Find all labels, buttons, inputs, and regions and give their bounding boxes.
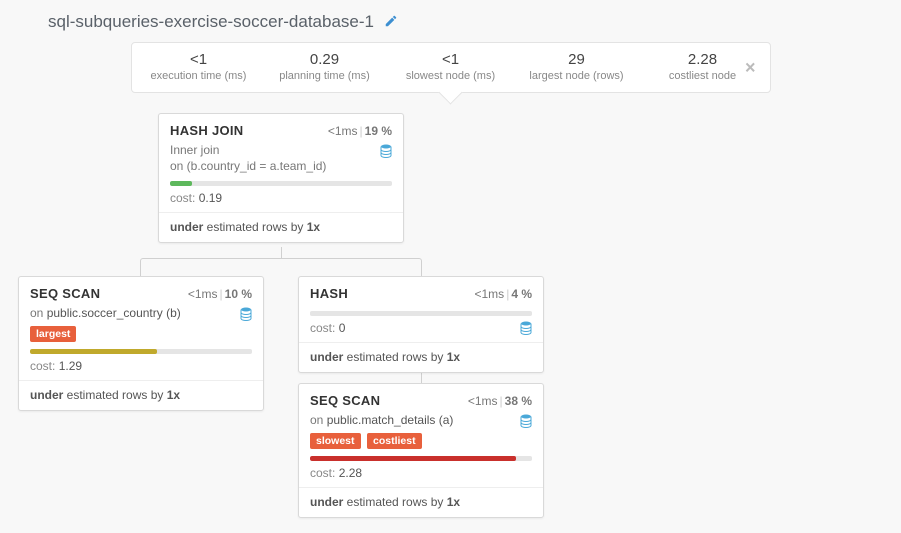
node-meta: <1ms|19 % (328, 124, 392, 138)
stats-bar: <1 execution time (ms) 0.29 planning tim… (131, 42, 771, 93)
node-meta: <1ms|10 % (188, 287, 252, 301)
node-hash-join[interactable]: HASH JOIN <1ms|19 % Inner join on (b.cou… (158, 113, 404, 243)
badge-slowest: slowest (310, 433, 361, 449)
node-meta: <1ms|38 % (468, 394, 532, 408)
node-time: <1ms (328, 124, 358, 138)
stat-value: <1 (136, 51, 262, 68)
stat-label: slowest node (ms) (388, 70, 514, 82)
stat-plan-time: 0.29 planning time (ms) (262, 51, 388, 82)
disk-icon (520, 414, 532, 432)
disk-icon (520, 321, 532, 339)
node-subtitle: Inner join on (b.country_id = a.team_id) (170, 142, 392, 174)
cost-bar (310, 311, 532, 316)
badge-largest: largest (30, 326, 76, 342)
page-title: sql-subqueries-exercise-soccer-database-… (48, 12, 374, 32)
node-title: SEQ SCAN (30, 286, 100, 301)
badges: slowest costliest (310, 433, 532, 449)
node-sub-on: on (310, 413, 327, 427)
node-meta: <1ms|4 % (475, 287, 533, 301)
estimate-line: under estimated rows by 1x (170, 213, 392, 234)
node-sub1: Inner join (170, 143, 219, 157)
estimate-line: under estimated rows by 1x (30, 381, 252, 402)
cost-line: cost: 0.19 (170, 191, 392, 212)
cost-bar (170, 181, 392, 186)
cost-line: cost: 0 (310, 321, 532, 342)
node-pct: 38 % (505, 394, 532, 408)
node-time: <1ms (475, 287, 505, 301)
node-pct: 19 % (365, 124, 392, 138)
cost-line: cost: 1.29 (30, 359, 252, 380)
close-icon[interactable]: × (745, 57, 756, 78)
stat-exec-time: <1 execution time (ms) (136, 51, 262, 82)
node-subtitle (310, 305, 532, 309)
node-sub-table: public.soccer_country (b) (47, 306, 181, 320)
node-title: HASH (310, 286, 348, 301)
stat-largest: 29 largest node (rows) (514, 51, 640, 82)
node-sub-on: on (30, 306, 47, 320)
disk-icon (380, 144, 392, 162)
connector-line (281, 247, 282, 259)
plan-canvas: HASH JOIN <1ms|19 % Inner join on (b.cou… (0, 113, 901, 533)
node-pct: 10 % (225, 287, 252, 301)
disk-icon (240, 307, 252, 325)
badge-costliest: costliest (367, 433, 422, 449)
node-hash[interactable]: HASH <1ms|4 % cost: 0 under estimated ro… (298, 276, 544, 373)
node-subtitle: on public.match_details (a) (310, 412, 532, 428)
estimate-line: under estimated rows by 1x (310, 488, 532, 509)
badges: largest (30, 326, 252, 342)
stat-label: execution time (ms) (136, 70, 262, 82)
stat-slowest: <1 slowest node (ms) (388, 51, 514, 82)
stat-label: largest node (rows) (514, 70, 640, 82)
node-seq-scan-match-details[interactable]: SEQ SCAN <1ms|38 % on public.match_detai… (298, 383, 544, 518)
stat-label: planning time (ms) (262, 70, 388, 82)
node-title: SEQ SCAN (310, 393, 380, 408)
connector (140, 258, 422, 276)
stat-value: <1 (388, 51, 514, 68)
node-sub-table: public.match_details (a) (327, 413, 454, 427)
edit-icon[interactable] (384, 14, 398, 31)
cost-line: cost: 2.28 (310, 466, 532, 487)
estimate-line: under estimated rows by 1x (310, 343, 532, 364)
stat-value: 29 (514, 51, 640, 68)
node-time: <1ms (468, 394, 498, 408)
node-time: <1ms (188, 287, 218, 301)
node-subtitle: on public.soccer_country (b) (30, 305, 252, 321)
cost-bar (30, 349, 252, 354)
stat-value: 0.29 (262, 51, 388, 68)
node-title: HASH JOIN (170, 123, 244, 138)
node-seq-scan-country[interactable]: SEQ SCAN <1ms|10 % on public.soccer_coun… (18, 276, 264, 411)
node-pct: 4 % (511, 287, 532, 301)
cost-bar (310, 456, 532, 461)
node-sub2: on (b.country_id = a.team_id) (170, 159, 326, 173)
